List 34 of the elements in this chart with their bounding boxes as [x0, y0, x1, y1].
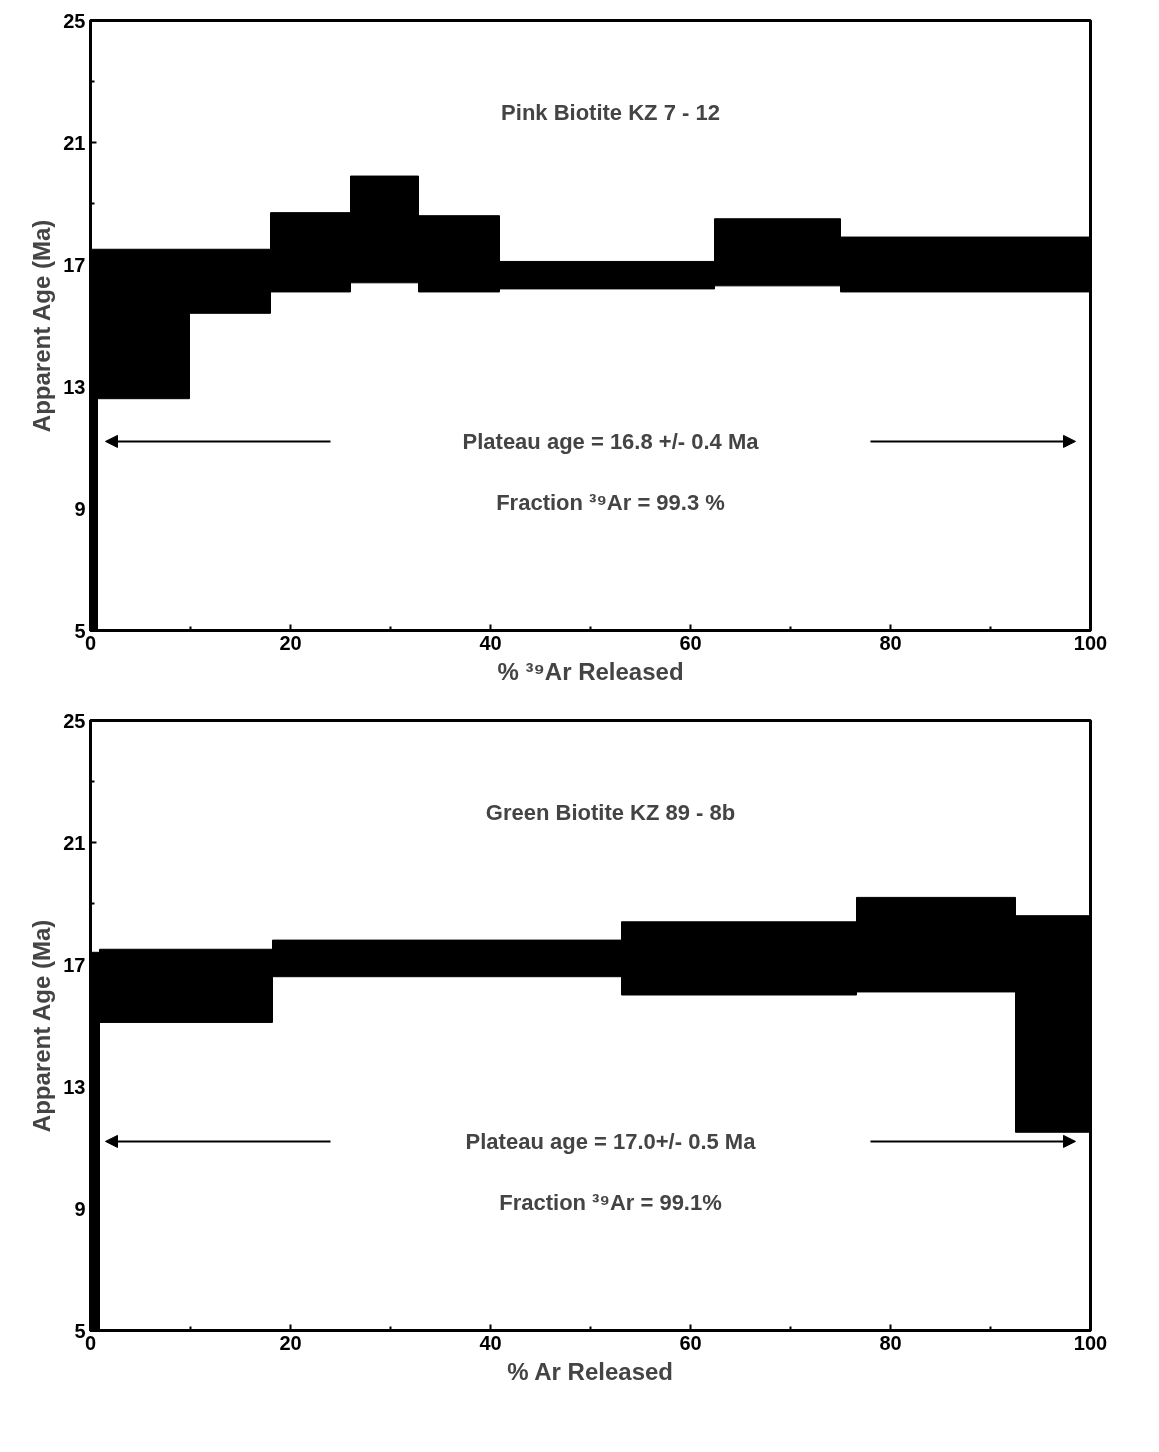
x-tick-label: 60: [679, 1331, 702, 1354]
y-tick-label: 17: [63, 253, 86, 276]
y-tick-label: 17: [63, 953, 86, 976]
text: Pink Biotite KZ 7 - 12: [501, 99, 720, 125]
annotation: Fraction ³⁹Ar = 99.1%: [499, 1189, 722, 1215]
y-axis-title: Apparent Age (Ma): [28, 219, 56, 433]
x-tick-label: 80: [879, 631, 902, 654]
x-axis-title: % Ar Released: [507, 1357, 673, 1385]
x-tick-label: 20: [279, 1331, 302, 1354]
x-tick-label: 80: [879, 1331, 902, 1354]
y-tick-label: 13: [63, 1075, 86, 1098]
y-tick-label: 21: [63, 831, 86, 854]
x-tick-label: 20: [279, 631, 302, 654]
x-tick-label: 60: [679, 631, 702, 654]
annotation: Fraction ³⁹Ar = 99.3 %: [496, 489, 725, 515]
y-tick-label: 5: [74, 1319, 86, 1342]
x-tick-label: 0: [84, 1331, 97, 1354]
x-tick-label: 100: [1073, 1331, 1108, 1354]
y-tick-label: 25: [63, 709, 86, 732]
x-tick-label: 40: [479, 1331, 502, 1354]
y-tick-label: 9: [74, 497, 86, 520]
x-tick-label: 100: [1073, 631, 1108, 654]
x-tick-label: 40: [479, 631, 502, 654]
y-tick-label: 21: [63, 131, 86, 154]
annotation: Plateau age = 16.8 +/- 0.4 Ma: [462, 428, 760, 454]
y-tick-label: 5: [74, 619, 86, 642]
x-tick-label: 0: [84, 631, 97, 654]
annotation: Plateau age = 17.0+/- 0.5 Ma: [465, 1128, 757, 1154]
y-tick-label: 13: [63, 375, 86, 398]
y-tick-label: 25: [63, 9, 86, 32]
y-axis-title: Apparent Age (Ma): [28, 919, 56, 1133]
y-tick-label: 9: [74, 1197, 86, 1220]
x-axis-title: % ³⁹Ar Released: [497, 657, 684, 685]
text: Green Biotite KZ 89 - 8b: [485, 799, 736, 825]
